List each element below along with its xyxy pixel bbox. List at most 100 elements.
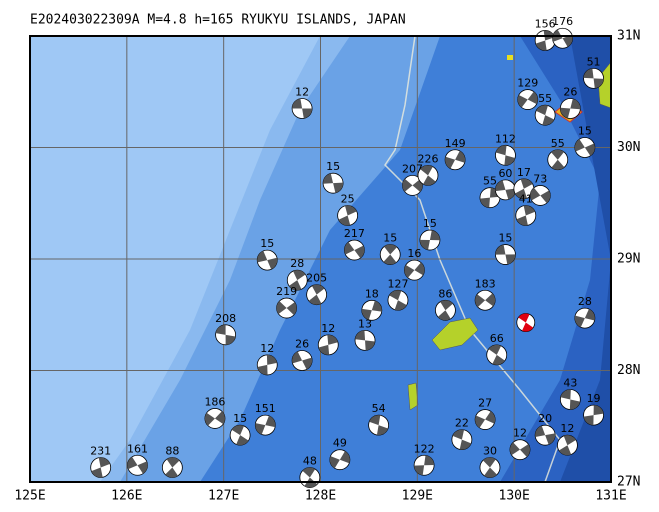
beachball-quadrant xyxy=(389,290,402,301)
beachball xyxy=(515,205,537,226)
beachball xyxy=(215,324,237,346)
y-tick-label: 28N xyxy=(617,363,640,378)
beachball-quadrant xyxy=(583,68,594,79)
map-frame xyxy=(29,35,612,483)
beachball-quadrant xyxy=(505,254,516,265)
beachball-quadrant xyxy=(562,34,573,47)
x-tick-label: 126E xyxy=(111,489,142,504)
beachball-quadrant xyxy=(583,415,594,426)
depth-label: 176 xyxy=(552,15,573,28)
depth-label: 43 xyxy=(563,376,577,389)
beachball-quadrant xyxy=(394,300,407,311)
beachball-quadrant xyxy=(371,300,382,312)
beachball-quadrant xyxy=(480,197,490,208)
beachball-quadrant xyxy=(236,435,249,446)
beachball-quadrant xyxy=(542,115,555,126)
depth-label: 15 xyxy=(498,232,512,245)
beachball-quadrant xyxy=(540,190,551,204)
depth-label: 127 xyxy=(387,277,408,290)
depth-label: 149 xyxy=(445,137,466,150)
y-tick-label: 29N xyxy=(617,252,640,267)
beachball xyxy=(534,30,556,51)
depth-label: 86 xyxy=(438,287,452,300)
beachball-quadrant xyxy=(505,188,516,200)
beachball-quadrant xyxy=(574,139,585,152)
depth-label: 88 xyxy=(165,445,179,458)
depth-label: 208 xyxy=(215,312,236,325)
beachball-quadrant xyxy=(355,330,366,341)
beachball-quadrant xyxy=(551,159,565,170)
beachball xyxy=(413,454,435,476)
beachball-quadrant xyxy=(402,178,413,192)
depth-label: 161 xyxy=(127,442,148,455)
beachball xyxy=(547,149,569,171)
depth-label: 22 xyxy=(455,417,469,430)
beachball-quadrant xyxy=(255,423,266,435)
depth-label: 156 xyxy=(535,17,556,30)
depth-label: 15 xyxy=(383,232,397,245)
beachball-quadrant xyxy=(517,94,528,108)
depth-label: 151 xyxy=(255,402,276,415)
beachball-quadrant xyxy=(520,178,533,189)
beachball-quadrant xyxy=(518,313,530,323)
depth-label: 205 xyxy=(306,272,327,285)
beachball-quadrant xyxy=(455,150,466,163)
depth-label: 122 xyxy=(414,442,435,455)
beachball-quadrant xyxy=(345,205,357,216)
depth-label: 25 xyxy=(341,193,355,206)
beachball-quadrant xyxy=(225,334,236,345)
beachball xyxy=(276,297,298,319)
depth-label: 15 xyxy=(578,125,592,138)
beachball-quadrant xyxy=(127,456,138,470)
y-tick-label: 30N xyxy=(617,140,640,155)
depth-label: 186 xyxy=(204,395,225,408)
beachball xyxy=(417,164,439,186)
beachball-quadrant xyxy=(344,242,355,255)
beachball xyxy=(495,244,516,265)
x-tick-label: 130E xyxy=(499,489,530,504)
beachball-quadrant xyxy=(482,457,496,468)
beachball-quadrant xyxy=(424,455,435,466)
depth-label: 183 xyxy=(475,277,496,290)
beachball-quadrant xyxy=(289,280,302,291)
beachball xyxy=(583,67,604,89)
depth-label: 16 xyxy=(407,247,421,260)
beachball-quadrant xyxy=(265,415,276,428)
beachball-quadrant xyxy=(329,456,340,469)
beachball-quadrant xyxy=(437,310,451,321)
depth-label: 28 xyxy=(290,257,304,270)
beachball xyxy=(299,467,321,488)
beachball-quadrant xyxy=(551,149,565,160)
depth-label: 19 xyxy=(587,392,601,405)
depth-label: 12 xyxy=(295,85,309,98)
beachball-quadrant xyxy=(485,293,496,307)
beachball-quadrant xyxy=(545,433,556,445)
beachball xyxy=(343,239,365,261)
beachball xyxy=(495,179,516,201)
beachball xyxy=(90,457,112,478)
depth-label: 15 xyxy=(326,160,340,173)
beachball xyxy=(291,350,313,371)
depth-label: 15 xyxy=(260,237,274,250)
beachball-quadrant xyxy=(504,155,516,166)
beachball-quadrant xyxy=(323,173,334,184)
beachball-quadrant xyxy=(475,415,486,428)
depth-label: 55 xyxy=(538,92,552,105)
beachball-quadrant xyxy=(515,188,528,199)
beachball-quadrant xyxy=(445,156,456,169)
depth-label: 219 xyxy=(276,285,297,298)
beachball-quadrant xyxy=(292,351,303,364)
beachball xyxy=(451,429,473,451)
beachball-quadrant xyxy=(384,244,397,255)
beachball-quadrant xyxy=(574,315,585,328)
beachball xyxy=(574,137,596,158)
beachball xyxy=(479,457,501,478)
x-tick-label: 131E xyxy=(595,489,626,504)
beachball-quadrant xyxy=(563,435,576,446)
beachball xyxy=(474,289,496,311)
beachball-quadrant xyxy=(338,215,351,226)
beachball xyxy=(474,409,496,430)
depth-label: 129 xyxy=(517,77,538,90)
beachball xyxy=(256,249,278,271)
beachball xyxy=(322,172,344,194)
